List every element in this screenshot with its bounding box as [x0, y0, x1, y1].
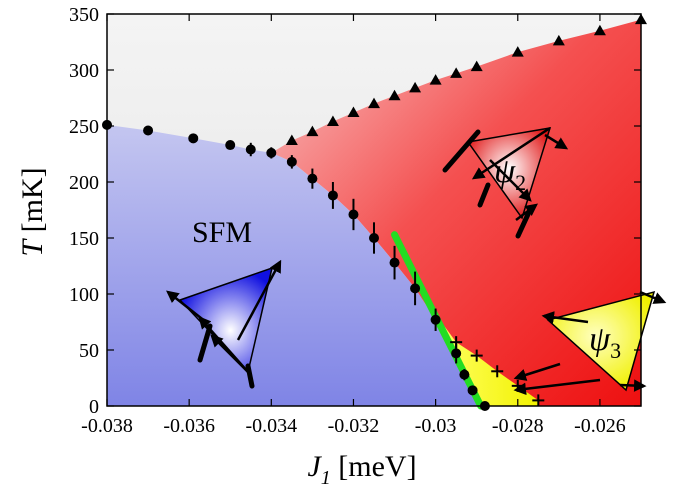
- triangle-point-1: [306, 125, 319, 137]
- region-label-psi2: ψ2: [494, 153, 526, 195]
- triangle-psi3: [546, 290, 656, 392]
- spin-arrow-psi3-4: [513, 362, 561, 381]
- y-axis-title: T [mK]: [16, 167, 49, 256]
- y-tick-label-7: 350: [69, 4, 99, 26]
- spin-bar-psi2-3: [515, 207, 533, 239]
- region-label-psi3: ψ3: [589, 321, 621, 363]
- spin-arrow-sfm-4: [210, 334, 249, 373]
- triangle-insets: [166, 126, 667, 396]
- plus-point-1: [470, 349, 483, 362]
- spin-arrow-psi2-2: [544, 133, 569, 150]
- y-tick-label-6: 300: [69, 60, 99, 82]
- region-label-sfm: SFM: [192, 216, 252, 249]
- plot-frame: [106, 13, 642, 407]
- circle-point-14: [451, 348, 462, 359]
- triangle-point-0: [285, 134, 298, 146]
- circle-point-1: [143, 125, 154, 136]
- spin-arrow-sfm-2: [236, 259, 282, 341]
- triangle-psi2: [466, 127, 552, 220]
- plus-point-2: [491, 365, 504, 378]
- circle-point-8: [327, 190, 338, 201]
- spin-arrow-psi2-4: [515, 203, 538, 221]
- circle-point-10: [369, 233, 379, 243]
- triangle-point-10: [511, 46, 524, 57]
- axis-ticks: -0.038 -0.036 -0.034 -0.032 -0.03 -0.028 -0.02…: [69, 4, 641, 437]
- triangle-point-6: [409, 81, 422, 93]
- x-tick-label-2: -0.034: [245, 415, 297, 437]
- circle-point-9: [348, 209, 359, 220]
- spin-arrow-psi3-3: [619, 379, 647, 392]
- spin-arrow-psi2-3: [471, 126, 551, 180]
- triangle-point-7: [429, 74, 442, 85]
- triangle-point-9: [470, 60, 483, 72]
- spin-arrow-psi3-2: [639, 290, 667, 304]
- spin-arrow-psi3-1: [541, 311, 589, 324]
- triangle-point-8: [450, 67, 463, 78]
- circle-point-11: [389, 257, 400, 268]
- plus-point-0: [450, 336, 463, 349]
- x-tick-label-1: -0.036: [163, 415, 215, 437]
- y-tick-label-0: 0: [89, 396, 99, 418]
- x-axis-title: J1 [meV]: [307, 450, 416, 488]
- y-tick-label-5: 250: [69, 116, 99, 138]
- y-tick-label-3: 150: [69, 228, 99, 250]
- data-markers: [102, 13, 647, 411]
- circle-point-13: [430, 314, 441, 325]
- circle-point-16: [467, 385, 478, 396]
- x-tick-label-5: -0.028: [492, 415, 544, 437]
- spin-bar-sfm-1: [197, 323, 213, 363]
- region-sfm: [107, 124, 485, 407]
- spin-bar-psi2-1: [442, 129, 481, 173]
- y-tick-label-4: 200: [69, 172, 99, 194]
- plot-border: [106, 13, 642, 407]
- triangle-point-11: [552, 34, 565, 46]
- spin-bar-psi2-2: [477, 182, 491, 208]
- circle-point-5: [266, 147, 277, 158]
- plus-point-4: [532, 394, 545, 407]
- y-tick-label-2: 100: [69, 284, 99, 306]
- x-tick-label-6: -0.026: [574, 415, 626, 437]
- triangle-point-3: [347, 106, 360, 118]
- triangle-point-2: [326, 115, 339, 127]
- phase-regions: [107, 14, 641, 407]
- circle-point-15: [459, 369, 470, 380]
- y-tick-label-1: 50: [79, 340, 99, 362]
- triangle-point-5: [388, 89, 401, 101]
- triangle-point-12: [593, 24, 606, 36]
- region-psi2: [271, 19, 641, 406]
- circle-point-7: [307, 173, 318, 184]
- plus-point-3: [511, 379, 524, 392]
- circle-point-12: [410, 283, 421, 294]
- spin-arrow-psi3-5: [513, 378, 601, 396]
- circle-point-2: [188, 133, 199, 144]
- circle-point-4: [245, 144, 256, 155]
- x-tick-label-3: -0.032: [328, 415, 380, 437]
- circle-point-3: [225, 140, 236, 151]
- circle-point-6: [286, 156, 297, 167]
- triangle-point-4: [368, 97, 380, 109]
- spin-bar-sfm-2: [245, 363, 255, 389]
- x-tick-label-4: -0.03: [415, 415, 457, 437]
- x-tick-label-0: -0.038: [81, 415, 133, 437]
- spin-arrow-psi2-1: [489, 159, 532, 202]
